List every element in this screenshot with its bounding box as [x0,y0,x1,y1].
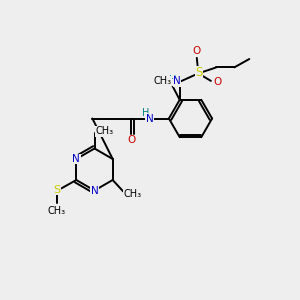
Text: N: N [173,76,181,86]
Text: CH₃: CH₃ [154,76,172,86]
Text: S: S [195,66,203,79]
Text: S: S [53,185,60,195]
Text: N: N [146,113,153,124]
Text: CH₃: CH₃ [95,126,113,136]
Text: H: H [169,75,176,85]
Text: N: N [72,154,80,164]
Text: O: O [127,135,136,145]
Text: CH₃: CH₃ [48,206,66,216]
Text: N: N [91,185,98,196]
Text: H: H [142,108,149,118]
Text: O: O [213,77,222,87]
Text: O: O [193,46,201,56]
Text: CH₃: CH₃ [124,189,142,200]
